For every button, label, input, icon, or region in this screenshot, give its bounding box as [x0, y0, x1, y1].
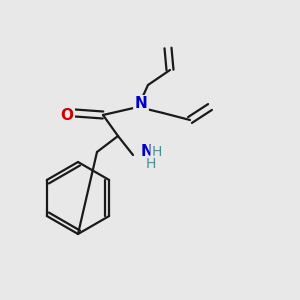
Text: N: N [141, 145, 153, 160]
Text: N: N [135, 97, 147, 112]
Text: O: O [61, 109, 74, 124]
Text: H: H [146, 157, 156, 171]
Text: H: H [152, 145, 162, 159]
